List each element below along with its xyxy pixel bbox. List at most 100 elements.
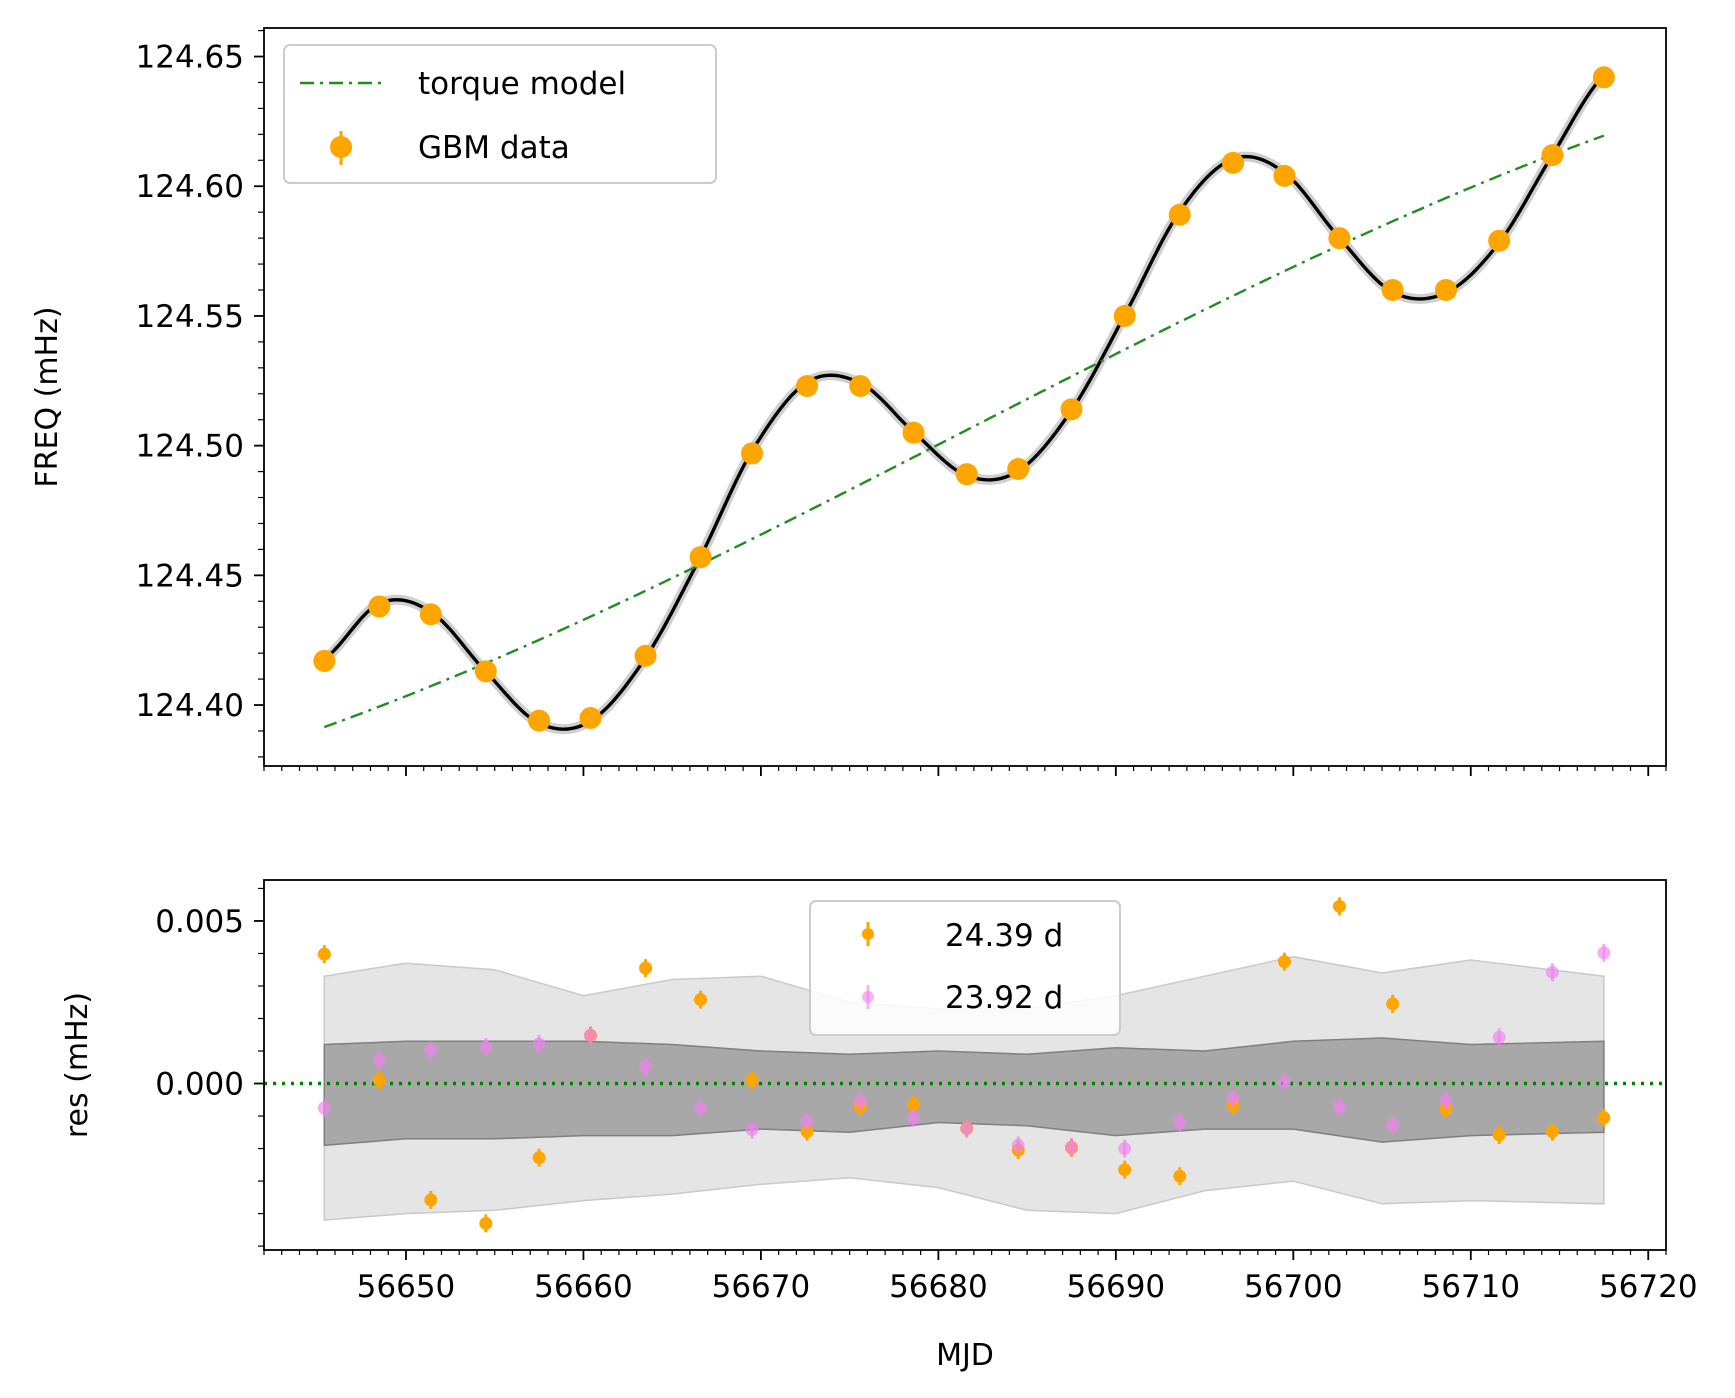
residual-2439-point bbox=[1545, 1125, 1559, 1139]
gbm-data-point bbox=[1168, 203, 1191, 226]
top-axes-frame bbox=[263, 27, 1667, 767]
gbm-data-point bbox=[1328, 227, 1351, 250]
gbm-data-point bbox=[634, 644, 657, 667]
residual-2392-point bbox=[745, 1123, 759, 1137]
residual-2392-point bbox=[960, 1121, 974, 1135]
bottom-x-tick-label: 56690 bbox=[1067, 1269, 1166, 1305]
residual-2392-point bbox=[317, 1101, 331, 1115]
residual-2392-point bbox=[372, 1053, 386, 1067]
legend-2392-marker bbox=[862, 991, 874, 1003]
residual-2392-point bbox=[1439, 1093, 1453, 1107]
top-panel: 124.40 124.45 124.50 124.55 124.60 124.65 FRE… bbox=[30, 27, 1667, 776]
legend-torque-label: torque model bbox=[418, 66, 626, 102]
torque-model-line bbox=[323, 134, 1605, 729]
top-ticks: 124.40 124.45 124.50 124.55 124.60 124.65 bbox=[136, 29, 1667, 776]
residual-2392-point bbox=[1277, 1075, 1291, 1089]
residual-2439-point bbox=[1118, 1163, 1132, 1177]
residual-2439-point bbox=[424, 1193, 438, 1207]
bottom-axes-frame bbox=[263, 879, 1667, 1251]
gbm-data-point bbox=[1273, 164, 1296, 187]
residual-2392-point bbox=[1011, 1138, 1025, 1152]
bottom-plot-area bbox=[264, 897, 1666, 1233]
residual-2392-point bbox=[694, 1101, 708, 1115]
gbm-data-point bbox=[1007, 457, 1030, 480]
bottom-xlabel: MJD bbox=[936, 1338, 994, 1373]
top-y-tick-label: 124.50 bbox=[136, 429, 244, 465]
legend-2439-marker bbox=[862, 928, 874, 940]
gbm-data-point bbox=[1221, 151, 1244, 174]
top-y-tick-label: 124.45 bbox=[136, 558, 244, 594]
gbm-data-point bbox=[313, 649, 336, 672]
residual-2439-point bbox=[1386, 997, 1400, 1011]
residual-2439-point bbox=[479, 1216, 493, 1230]
gbm-data-point bbox=[1381, 278, 1404, 301]
residual-2392-point bbox=[1064, 1140, 1078, 1154]
bottom-ylabel: res (mHz) bbox=[60, 992, 95, 1138]
gbm-data-point bbox=[955, 463, 978, 486]
legend-gbm-label: GBM data bbox=[418, 130, 570, 166]
residual-2439-point bbox=[1173, 1169, 1187, 1183]
residual-2439-point bbox=[317, 947, 331, 961]
residual-2439-point bbox=[1332, 899, 1346, 913]
bottom-x-tick-label: 56670 bbox=[712, 1269, 811, 1305]
residual-2392-point bbox=[1545, 965, 1559, 979]
top-y-tick-label: 124.40 bbox=[136, 688, 244, 724]
gbm-data-point bbox=[419, 603, 442, 626]
bottom-panel: 56650 56660 56670 56680 56690 56700 56710 56720… bbox=[60, 879, 1698, 1373]
bottom-x-tick-label: 56700 bbox=[1244, 1269, 1343, 1305]
legend-gbm-marker bbox=[330, 136, 352, 158]
residual-2439-point bbox=[639, 961, 653, 975]
residual-2392-point bbox=[424, 1043, 438, 1057]
residual-2439-point bbox=[800, 1125, 814, 1139]
residual-2392-point bbox=[1226, 1091, 1240, 1105]
legend-2439-label: 24.39 d bbox=[945, 918, 1063, 954]
top-legend: torque model GBM data bbox=[283, 44, 717, 184]
bottom-y-tick-label: 0.005 bbox=[155, 904, 244, 940]
bottom-x-tick-label: 56680 bbox=[889, 1269, 988, 1305]
residual-2439-point bbox=[694, 993, 708, 1007]
bottom-y-tick-label: 0.000 bbox=[155, 1067, 244, 1103]
bottom-x-tick-label: 56660 bbox=[534, 1269, 633, 1305]
top-y-tick-label: 124.60 bbox=[136, 169, 244, 205]
gbm-data-point bbox=[689, 546, 712, 569]
residual-2439-point bbox=[372, 1073, 386, 1087]
top-y-tick-label: 124.65 bbox=[136, 40, 244, 76]
residual-2392-point bbox=[1332, 1100, 1346, 1114]
residual-2392-point bbox=[479, 1040, 493, 1054]
gbm-data-point bbox=[368, 595, 391, 618]
gbm-data-point bbox=[1060, 398, 1083, 421]
top-plot-area bbox=[313, 66, 1615, 735]
residual-2439-point bbox=[1492, 1128, 1506, 1142]
gbm-data-point bbox=[796, 374, 819, 397]
gbm-data-point bbox=[1113, 304, 1136, 327]
residual-2392-point bbox=[1597, 946, 1611, 960]
bottom-x-tick-label: 56710 bbox=[1421, 1269, 1520, 1305]
gbm-data-point bbox=[579, 707, 602, 730]
residual-2392-point bbox=[1118, 1142, 1132, 1156]
residual-2392-point bbox=[639, 1060, 653, 1074]
residual-2392-point bbox=[1492, 1030, 1506, 1044]
residual-2392-point bbox=[907, 1111, 921, 1125]
residual-2392-point bbox=[584, 1028, 598, 1042]
residual-2392-point bbox=[1386, 1118, 1400, 1132]
residual-2392-point bbox=[800, 1114, 814, 1128]
gbm-data-point bbox=[1541, 144, 1564, 167]
gbm-data-point bbox=[474, 660, 497, 683]
bottom-x-tick-label: 56650 bbox=[357, 1269, 456, 1305]
top-ylabel: FREQ (mHz) bbox=[30, 306, 65, 487]
residual-2439-point bbox=[1277, 955, 1291, 969]
residual-2439-point bbox=[1597, 1111, 1611, 1125]
residual-2392-point bbox=[1173, 1116, 1187, 1130]
residual-2439-point bbox=[745, 1073, 759, 1087]
legend-2392-label: 23.92 d bbox=[945, 980, 1063, 1016]
gbm-data-point bbox=[902, 421, 925, 444]
residual-2439-point bbox=[907, 1098, 921, 1112]
gbm-data-point bbox=[1592, 66, 1615, 89]
bottom-legend: 24.39 d 23.92 d bbox=[809, 900, 1121, 1036]
residual-2392-point bbox=[853, 1094, 867, 1108]
gbm-data-point bbox=[1434, 278, 1457, 301]
residual-2439-point bbox=[532, 1151, 546, 1165]
gbm-data-point bbox=[849, 374, 872, 397]
bottom-x-tick-label: 56720 bbox=[1599, 1269, 1698, 1305]
